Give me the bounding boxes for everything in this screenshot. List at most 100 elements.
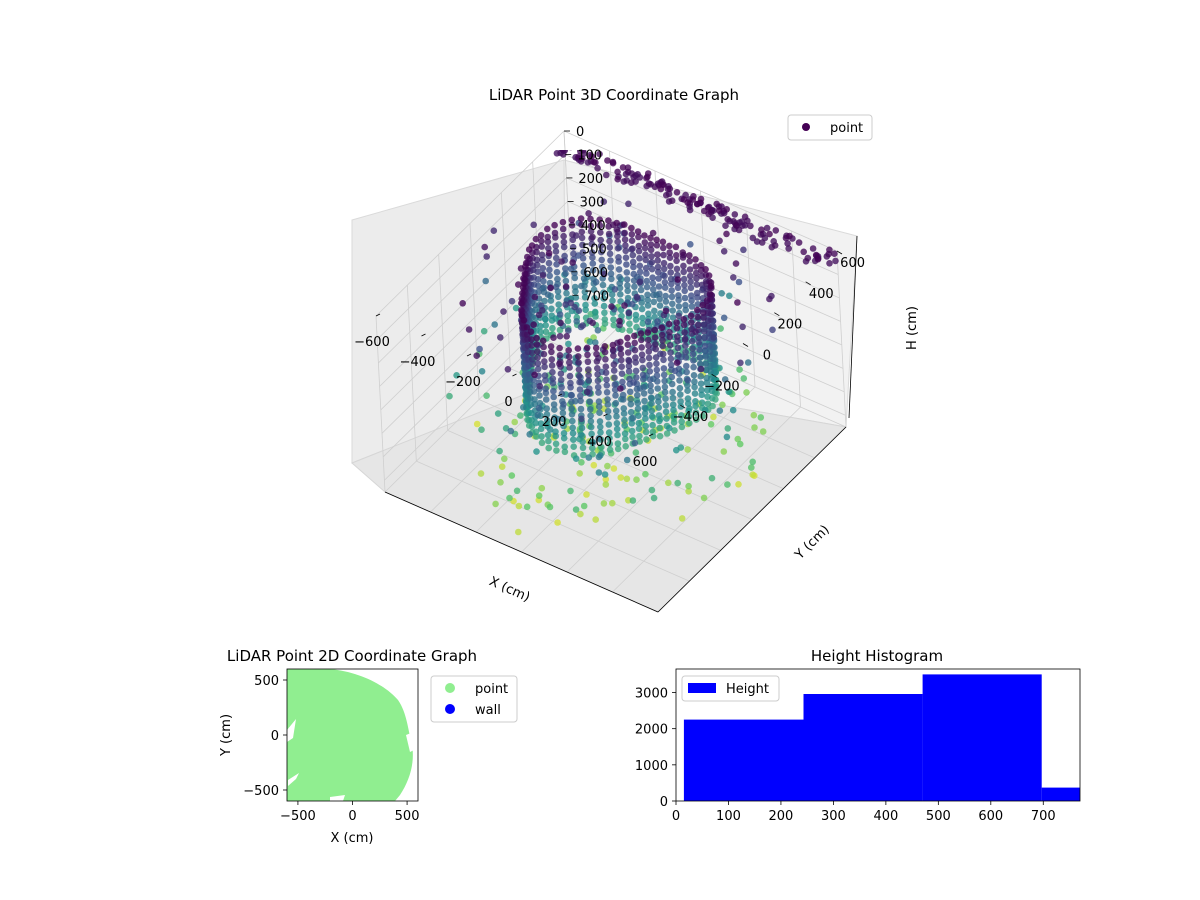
data-point: [575, 153, 583, 160]
data-point: [625, 356, 632, 364]
data-point: [551, 406, 558, 413]
data-point: [518, 306, 525, 314]
data-point: [688, 292, 695, 300]
data-point: [697, 262, 705, 269]
legend-swatch-wall: [445, 704, 455, 714]
data-point: [617, 291, 624, 298]
data-point: [638, 305, 646, 313]
data-point: [611, 286, 619, 293]
data-point: [613, 420, 621, 427]
data-point: [759, 428, 767, 435]
data-point: [473, 420, 481, 428]
data-point: [644, 291, 651, 299]
data-point: [668, 380, 676, 388]
data-point: [700, 328, 708, 335]
data-point: [632, 367, 640, 375]
histogram-frame: [675, 668, 1081, 802]
data-point: [559, 150, 566, 153]
data-point: [631, 439, 639, 447]
data-point: [518, 299, 525, 307]
data-point: [718, 290, 725, 297]
data-point: [548, 356, 556, 363]
data-point: [511, 418, 518, 426]
data-point: [572, 455, 580, 463]
data-point: [696, 360, 704, 368]
data-point: [578, 221, 585, 228]
x-axis-label: X (cm): [487, 574, 532, 605]
data-point: [629, 414, 637, 422]
data-point: [626, 388, 634, 396]
data-point: [641, 404, 649, 412]
data-point: [575, 353, 582, 360]
data-point: [594, 377, 602, 385]
data-point: [666, 424, 673, 432]
data-point: [589, 233, 596, 241]
data-point: [635, 233, 642, 241]
data-point: [663, 191, 670, 199]
data-point: [666, 328, 673, 336]
data-point: [674, 276, 682, 283]
data-point: [734, 435, 742, 443]
data-point: [585, 377, 593, 384]
histogram-legend: Height: [681, 675, 780, 702]
data-point: [608, 275, 615, 283]
data-point: [633, 374, 640, 381]
data-point: [535, 311, 543, 319]
data-point: [666, 341, 674, 349]
data-point: [625, 362, 633, 370]
data-point: [702, 353, 709, 360]
data-point: [555, 301, 562, 308]
data-point: [649, 274, 656, 282]
data-point: [645, 354, 653, 362]
data-point: [578, 282, 585, 290]
data-point: [680, 275, 688, 283]
grid-line-y: [563, 130, 574, 308]
data-point: [700, 314, 707, 322]
data-point: [523, 324, 531, 331]
data-point: [534, 348, 541, 356]
data-point: [543, 405, 550, 412]
data-point: [671, 367, 679, 375]
data-point: [688, 319, 695, 326]
data-point: [692, 398, 699, 405]
z-tick-label: 500: [582, 242, 607, 257]
data-point: [623, 276, 631, 283]
data-point: [569, 430, 577, 437]
data-point: [622, 247, 629, 255]
histogram-bars: [683, 674, 1080, 801]
data-point: [654, 393, 662, 401]
data-point: [720, 448, 728, 455]
data-point: [501, 455, 508, 463]
data-point: [692, 263, 700, 270]
data-point: [672, 243, 680, 251]
data-point: [648, 407, 656, 415]
data-point: [667, 269, 674, 276]
data-point: [541, 297, 548, 305]
data-point: [624, 164, 632, 171]
data-point: [547, 343, 555, 350]
data-point: [569, 259, 576, 266]
data-point: [686, 257, 693, 265]
data-point: [517, 412, 524, 419]
z-tick-label: 100: [577, 149, 602, 164]
data-point: [658, 331, 666, 339]
data-point: [700, 321, 708, 329]
data-point: [580, 451, 587, 459]
data-point: [530, 221, 537, 229]
data-point: [580, 502, 588, 510]
data-point: [700, 494, 708, 502]
data-point: [703, 379, 711, 387]
data-point: [623, 261, 630, 268]
data-point: [582, 306, 589, 314]
data-point: [735, 481, 742, 488]
data-point: [660, 365, 668, 372]
data-point: [685, 482, 692, 490]
data-point: [577, 392, 584, 400]
data-point: [569, 231, 576, 238]
data-point: [611, 374, 618, 382]
data-point: [542, 385, 549, 393]
data-point: [682, 335, 689, 343]
data-point: [624, 287, 631, 295]
data-point: [695, 339, 703, 346]
data-point: [538, 439, 546, 447]
